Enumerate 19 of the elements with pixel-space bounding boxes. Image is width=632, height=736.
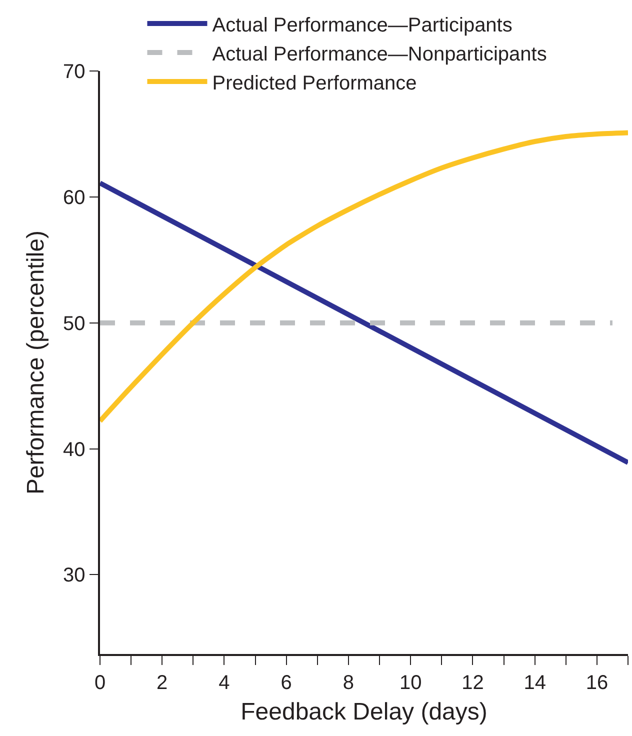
x-tick-label: 2 bbox=[156, 672, 168, 694]
y-tick-label: 70 bbox=[63, 61, 86, 83]
legend-label: Actual Performance—Participants bbox=[212, 14, 512, 36]
y-tick-label: 50 bbox=[63, 312, 86, 335]
x-tick-label: 12 bbox=[462, 672, 484, 694]
x-tick-label: 6 bbox=[280, 672, 292, 694]
y-axis-title: Performance (percentile) bbox=[22, 230, 50, 495]
x-tick-label: 4 bbox=[218, 672, 230, 694]
x-tick-label: 14 bbox=[524, 672, 546, 694]
x-tick-label: 8 bbox=[342, 672, 354, 694]
y-tick-label: 40 bbox=[63, 438, 86, 461]
x-tick-label: 16 bbox=[586, 672, 608, 694]
x-axis-title: Feedback Delay (days) bbox=[240, 698, 488, 726]
x-tick-label: 0 bbox=[94, 672, 106, 694]
y-tick-label: 60 bbox=[63, 186, 86, 209]
legend-label: Predicted Performance bbox=[212, 72, 417, 94]
y-tick-label: 30 bbox=[63, 564, 86, 587]
x-tick-label: 10 bbox=[399, 672, 422, 694]
legend-label: Actual Performance—Nonparticipants bbox=[212, 43, 547, 66]
